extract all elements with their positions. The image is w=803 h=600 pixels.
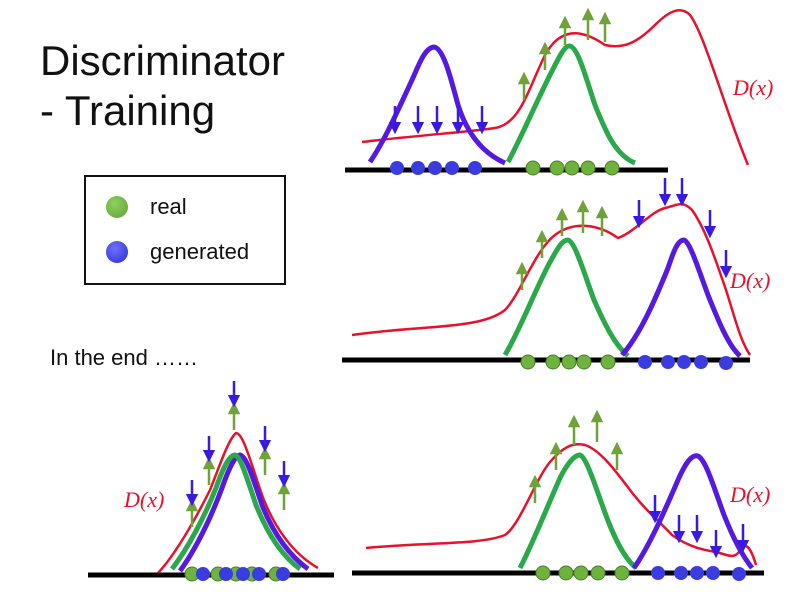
panel-4-generated-points xyxy=(651,566,746,581)
panel-1-generated-curve xyxy=(367,44,507,166)
panel-3-generated-curve xyxy=(177,452,310,573)
panel-1 xyxy=(345,7,750,176)
panel-3-down-arrows xyxy=(185,381,291,507)
legend-real-label: real xyxy=(150,194,187,219)
panel-1-d-label: D(x) xyxy=(733,75,774,100)
legend-box: real generated xyxy=(84,175,286,285)
legend-row-generated: generated xyxy=(106,239,249,265)
panel-1-up-arrows xyxy=(517,7,612,100)
title-line-1: Discriminator xyxy=(40,37,286,84)
panel-1-real-points xyxy=(525,160,620,176)
panel-3-generated-points xyxy=(196,567,290,581)
panel-2-d-label: D(x) xyxy=(730,268,771,293)
panel-2-down-arrows xyxy=(632,178,733,279)
legend-row-real: real xyxy=(106,194,187,220)
panel-1-real-curve xyxy=(505,43,637,166)
panel-2-generated-points xyxy=(638,355,733,370)
panel-3-up-arrows xyxy=(185,401,291,527)
real-dot-icon xyxy=(106,196,128,218)
title-line-2: - Training xyxy=(40,87,216,134)
panel-4-real-points xyxy=(535,565,630,581)
panel-2 xyxy=(342,178,752,370)
panel-1-d-curve xyxy=(361,9,750,166)
slide-title: Discriminator - Training xyxy=(40,36,285,136)
panel-2-real-points xyxy=(520,354,616,370)
panel-2-generated-curve xyxy=(620,237,742,358)
panel-2-real-curve xyxy=(502,237,630,358)
panel-4-down-arrows xyxy=(648,495,750,559)
panel-4-real-curve xyxy=(517,452,638,570)
panel-3 xyxy=(88,381,334,582)
panel-4-d-label: D(x) xyxy=(730,482,771,507)
generated-dot-icon xyxy=(106,241,128,263)
panel-4 xyxy=(352,409,764,581)
panel-2-up-arrows xyxy=(515,199,609,290)
panel-1-generated-points xyxy=(390,161,482,175)
panel-4-up-arrows xyxy=(528,409,624,503)
in-the-end-text: In the end …… xyxy=(50,345,198,370)
legend-generated-label: generated xyxy=(150,239,250,264)
panel-1-down-arrows xyxy=(388,106,489,135)
panel-2-d-curve xyxy=(351,202,752,356)
panel-3-real-curve xyxy=(170,452,302,572)
panel-3-d-label: D(x) xyxy=(124,487,165,512)
panel-4-generated-curve xyxy=(631,453,754,570)
panel-4-d-curve xyxy=(365,443,758,566)
